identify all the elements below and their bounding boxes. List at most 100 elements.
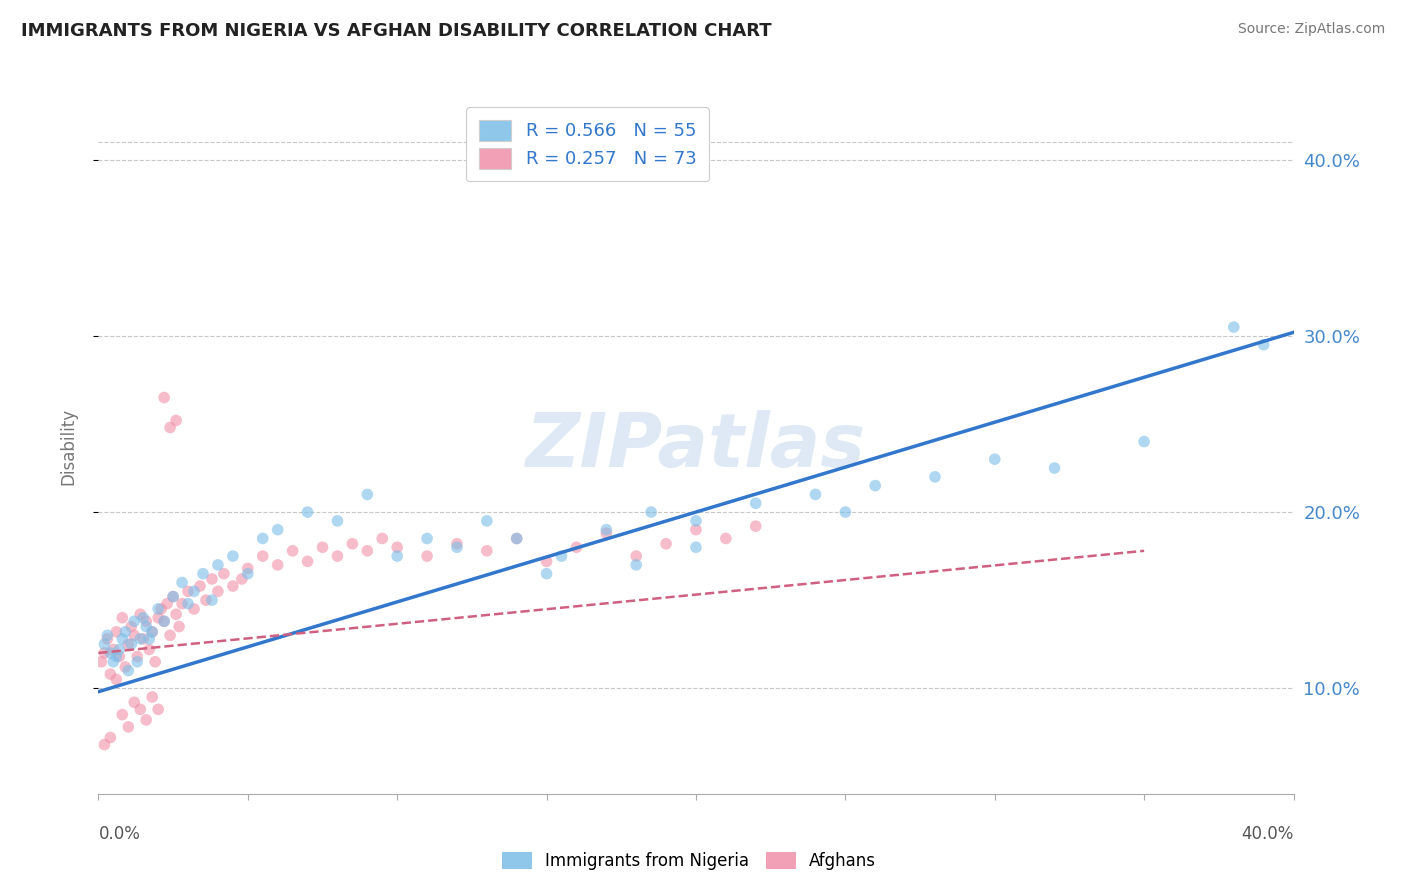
Point — [311, 541, 333, 555]
Point — [446, 537, 468, 551]
Point — [536, 566, 558, 581]
Text: Source: ZipAtlas.com: Source: ZipAtlas.com — [1237, 22, 1385, 37]
Point — [135, 713, 157, 727]
Point — [111, 611, 134, 625]
Point — [165, 413, 187, 427]
Point — [626, 558, 648, 572]
Point — [595, 526, 617, 541]
Point — [506, 532, 529, 546]
Point — [93, 738, 115, 752]
Point — [124, 628, 146, 642]
Point — [127, 655, 149, 669]
Point — [132, 611, 155, 625]
Point — [222, 579, 245, 593]
Point — [96, 632, 118, 646]
Point — [924, 470, 946, 484]
Point — [153, 614, 176, 628]
Point — [984, 452, 1007, 467]
Point — [685, 514, 707, 528]
Point — [129, 632, 152, 646]
Point — [865, 478, 887, 492]
Point — [385, 541, 409, 555]
Point — [129, 702, 152, 716]
Point — [236, 566, 259, 581]
Point — [120, 619, 142, 633]
Point — [124, 695, 146, 709]
Point — [135, 614, 157, 628]
Point — [252, 532, 274, 546]
Point — [1223, 320, 1246, 334]
Legend: R = 0.566   N = 55, R = 0.257   N = 73: R = 0.566 N = 55, R = 0.257 N = 73 — [465, 107, 709, 181]
Point — [148, 702, 170, 716]
Point — [93, 637, 115, 651]
Point — [132, 632, 155, 646]
Point — [127, 649, 149, 664]
Point — [565, 541, 588, 555]
Point — [183, 602, 205, 616]
Point — [745, 519, 768, 533]
Point — [153, 614, 176, 628]
Point — [172, 597, 194, 611]
Point — [141, 690, 163, 704]
Legend: Immigrants from Nigeria, Afghans: Immigrants from Nigeria, Afghans — [495, 845, 883, 877]
Point — [165, 607, 187, 622]
Point — [100, 646, 122, 660]
Point — [222, 549, 245, 563]
Point — [162, 590, 184, 604]
Point — [207, 558, 229, 572]
Point — [342, 537, 364, 551]
Point — [141, 624, 163, 639]
Point — [156, 597, 179, 611]
Point — [416, 549, 439, 563]
Point — [446, 541, 468, 555]
Point — [371, 532, 394, 546]
Point — [117, 664, 139, 678]
Point — [236, 561, 259, 575]
Point — [124, 614, 146, 628]
Point — [356, 543, 378, 558]
Point — [103, 642, 125, 657]
Point — [326, 549, 349, 563]
Point — [105, 624, 128, 639]
Point — [595, 523, 617, 537]
Point — [117, 637, 139, 651]
Point — [148, 611, 170, 625]
Point — [536, 554, 558, 568]
Point — [90, 655, 112, 669]
Point — [108, 649, 131, 664]
Point — [105, 649, 128, 664]
Point — [148, 602, 170, 616]
Point — [1253, 337, 1275, 351]
Text: ZIPatlas: ZIPatlas — [526, 409, 866, 483]
Point — [143, 655, 166, 669]
Point — [297, 505, 319, 519]
Point — [267, 523, 290, 537]
Point — [281, 543, 304, 558]
Point — [550, 549, 572, 563]
Point — [159, 628, 181, 642]
Y-axis label: Disability: Disability — [59, 408, 77, 484]
Point — [195, 593, 218, 607]
Point — [153, 391, 176, 405]
Point — [114, 624, 136, 639]
Point — [138, 642, 160, 657]
Point — [626, 549, 648, 563]
Point — [105, 673, 128, 687]
Text: 0.0%: 0.0% — [98, 825, 141, 843]
Point — [191, 566, 214, 581]
Point — [177, 597, 200, 611]
Point — [114, 660, 136, 674]
Point — [103, 655, 125, 669]
Point — [141, 624, 163, 639]
Point — [804, 487, 827, 501]
Point — [201, 572, 224, 586]
Point — [685, 523, 707, 537]
Point — [475, 514, 498, 528]
Point — [416, 532, 439, 546]
Point — [1043, 461, 1066, 475]
Point — [162, 590, 184, 604]
Point — [326, 514, 349, 528]
Point — [685, 541, 707, 555]
Point — [188, 579, 211, 593]
Point — [714, 532, 737, 546]
